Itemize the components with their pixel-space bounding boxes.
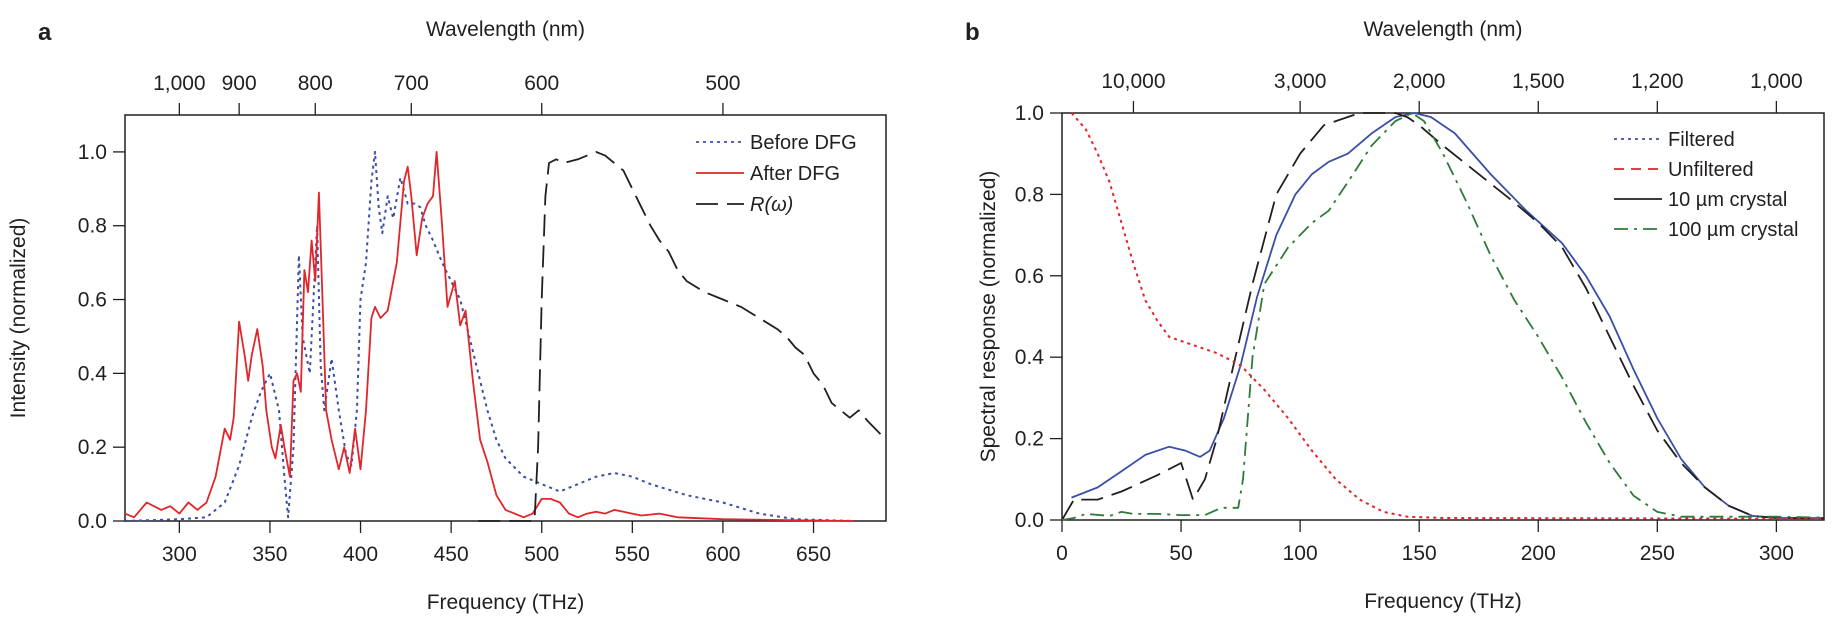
x-tick-label: 50 <box>1169 542 1192 565</box>
top-tick-label: 1,000 <box>1750 70 1803 93</box>
legend-item: After DFG <box>696 163 840 185</box>
x-tick-label: 150 <box>1402 542 1437 565</box>
top-axis-title: Wavelength (nm) <box>426 18 585 41</box>
legend-label: 100 µm crystal <box>1668 219 1798 241</box>
legend-item: 10 µm crystal <box>1614 189 1787 211</box>
y-tick-label: 0.8 <box>1015 183 1044 206</box>
series-line-black-dashed <box>1061 112 1825 521</box>
x-tick-label: 500 <box>524 543 559 566</box>
panel-label: a <box>38 19 52 46</box>
y-tick-label: 0.4 <box>78 362 108 385</box>
legend-label: Before DFG <box>750 132 857 154</box>
legend-item: Filtered <box>1614 129 1735 151</box>
x-tick-label: 350 <box>252 543 287 566</box>
top-tick-label: 600 <box>524 72 559 95</box>
x-tick-label: 250 <box>1640 542 1675 565</box>
legend: Before DFG After DFG R(ω) <box>696 132 857 216</box>
series-line-blue-solid <box>1071 112 1824 519</box>
y-tick-label: 0.2 <box>1015 428 1044 451</box>
legend-label: R(ω) <box>750 194 793 216</box>
legend-item: R(ω) <box>696 194 793 216</box>
panel-label: b <box>965 19 980 46</box>
x-tick-label: 300 <box>1759 542 1794 565</box>
y-tick-label: 0.0 <box>1015 509 1044 532</box>
y-tick-label: 1.0 <box>78 141 107 164</box>
y-tick-label: 0.8 <box>78 215 107 238</box>
top-tick-label: 1,200 <box>1631 70 1684 93</box>
panel-b: b 0 50 100 150 200 250 300 0.0 0.2 0.4 0.6 0.8 1.0 10,… <box>965 18 1825 613</box>
x-axis-title: Frequency (THz) <box>1364 590 1522 613</box>
y-tick-label: 0.6 <box>78 289 107 312</box>
x-tick-label: 100 <box>1283 542 1318 565</box>
x-tick-label: 200 <box>1521 542 1556 565</box>
plot-frame <box>124 114 887 522</box>
y-tick-label: 0.6 <box>1015 265 1044 288</box>
series-line-after-dfg <box>124 151 854 522</box>
top-tick-label: 2,000 <box>1393 70 1446 93</box>
legend-label: After DFG <box>750 163 840 185</box>
legend-label: 10 µm crystal <box>1668 189 1787 211</box>
x-tick-label: 600 <box>705 543 740 566</box>
x-tick-label: 300 <box>162 543 197 566</box>
x-tick-label: 400 <box>343 543 378 566</box>
x-tick-label: 450 <box>434 543 469 566</box>
legend-item: Before DFG <box>696 132 857 154</box>
legend: Filtered Unfiltered 10 µm crystal 100 µm cr… <box>1614 129 1798 241</box>
series-line-r- <box>478 151 887 522</box>
legend-item: 100 µm crystal <box>1614 219 1798 241</box>
legend-item: Unfiltered <box>1614 159 1754 181</box>
series-line-before-dfg <box>124 150 854 522</box>
series-line-red-dotted <box>1070 112 1825 520</box>
legend-label: Unfiltered <box>1668 159 1754 181</box>
x-tick-label: 550 <box>615 543 650 566</box>
top-tick-label: 800 <box>298 72 333 95</box>
top-tick-label: 500 <box>705 72 740 95</box>
x-tick-label: 0 <box>1056 542 1068 565</box>
series-line-green-dashdot <box>1061 112 1825 521</box>
y-tick-label: 0.2 <box>78 436 107 459</box>
y-tick-label: 1.0 <box>1015 102 1044 125</box>
y-axis-title: Intensity (normalized) <box>7 218 30 419</box>
panel-a: a 300 350 400 450 500 550 600 650 0.0 0.2 0.4 0.6 0.8… <box>7 18 887 614</box>
top-tick-label: 1,000 <box>153 72 206 95</box>
y-axis-title: Spectral response (normalized) <box>977 171 1000 463</box>
plot-frame <box>1061 112 1825 521</box>
top-tick-label: 10,000 <box>1101 70 1165 93</box>
x-tick-label: 650 <box>796 543 831 566</box>
y-tick-label: 0.0 <box>78 510 107 533</box>
top-axis-title: Wavelength (nm) <box>1363 18 1522 41</box>
top-tick-label: 1,500 <box>1512 70 1565 93</box>
top-tick-label: 700 <box>394 72 429 95</box>
y-tick-label: 0.4 <box>1015 346 1045 369</box>
legend-label: Filtered <box>1668 129 1735 151</box>
top-tick-label: 900 <box>222 72 257 95</box>
x-axis-title: Frequency (THz) <box>427 591 585 614</box>
top-tick-label: 3,000 <box>1274 70 1327 93</box>
